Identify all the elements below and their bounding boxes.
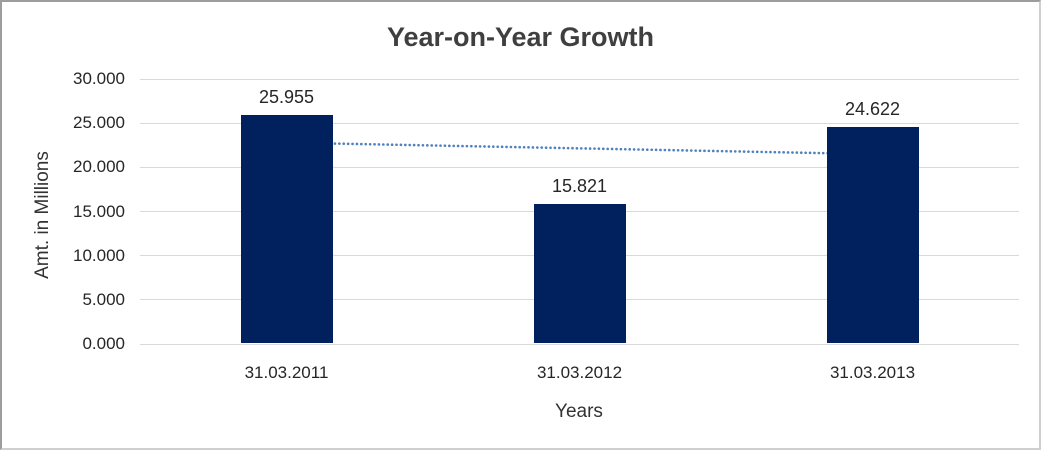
bar-31.03.2012 [533,204,626,343]
chart-title: Year-on-Year Growth [386,22,655,52]
gridline [140,78,1019,80]
bar-31.03.2013 [826,126,919,343]
y-tick-label: 10.000 [73,245,125,265]
y-tick-label: 15.000 [73,201,125,221]
gridline [140,166,1019,168]
data-label: 25.955 [258,86,315,107]
y-tick-label: 30.000 [73,69,125,88]
gridline [140,122,1019,124]
y-tick-label: 25.000 [73,113,125,133]
data-label: 24.622 [844,98,901,119]
y-tick-label: 20.000 [73,157,125,177]
x-tick-label: 31.03.2012 [536,363,623,382]
bar-31.03.2011 [240,114,333,343]
y-tick-label: 0.000 [82,334,125,353]
gridline [140,343,1019,345]
x-axis-title: Years [555,401,603,422]
x-tick-label: 31.03.2013 [829,363,916,382]
x-tick-label: 31.03.2011 [244,363,329,382]
y-tick-label: 5.000 [82,289,125,309]
data-label: 15.821 [551,176,608,197]
